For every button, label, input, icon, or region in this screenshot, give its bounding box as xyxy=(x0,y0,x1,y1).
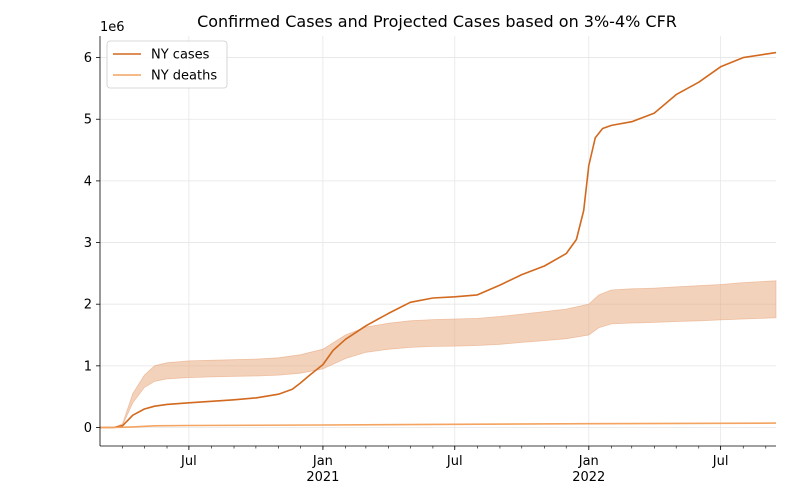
legend-box xyxy=(106,40,228,89)
projection-band xyxy=(100,280,777,428)
y-tick-label: 5 xyxy=(84,113,92,128)
y-tick-label: 0 xyxy=(84,421,92,436)
series-lines xyxy=(100,51,777,429)
deaths-line xyxy=(100,422,777,429)
x-tick-label: Jul xyxy=(446,454,463,469)
x-tick-sublabel: 2022 xyxy=(572,470,605,485)
y-tick-label: 6 xyxy=(84,51,92,66)
chart-title: Confirmed Cases and Projected Cases base… xyxy=(197,12,677,31)
projection-band-area xyxy=(100,280,777,428)
y-tick-label: 4 xyxy=(84,174,92,189)
x-tick-label: Jan xyxy=(312,454,333,469)
y-tick-label: 1 xyxy=(84,359,92,374)
grid xyxy=(100,36,776,446)
y-multiplier-label: 1e6 xyxy=(100,20,125,35)
legend-label: NY deaths xyxy=(151,69,217,84)
x-tick-label: Jan xyxy=(578,454,599,469)
x-tick-sublabel: 2021 xyxy=(306,470,339,485)
legend-label: NY cases xyxy=(151,48,210,63)
y-tick-label: 3 xyxy=(84,236,92,251)
x-tick-label: Jul xyxy=(180,454,197,469)
legend: NY cases NY deaths xyxy=(106,40,228,89)
x-tick-label: Jul xyxy=(712,454,729,469)
y-tick-label: 2 xyxy=(84,298,92,313)
axes xyxy=(99,36,776,447)
cases-line xyxy=(100,51,777,429)
